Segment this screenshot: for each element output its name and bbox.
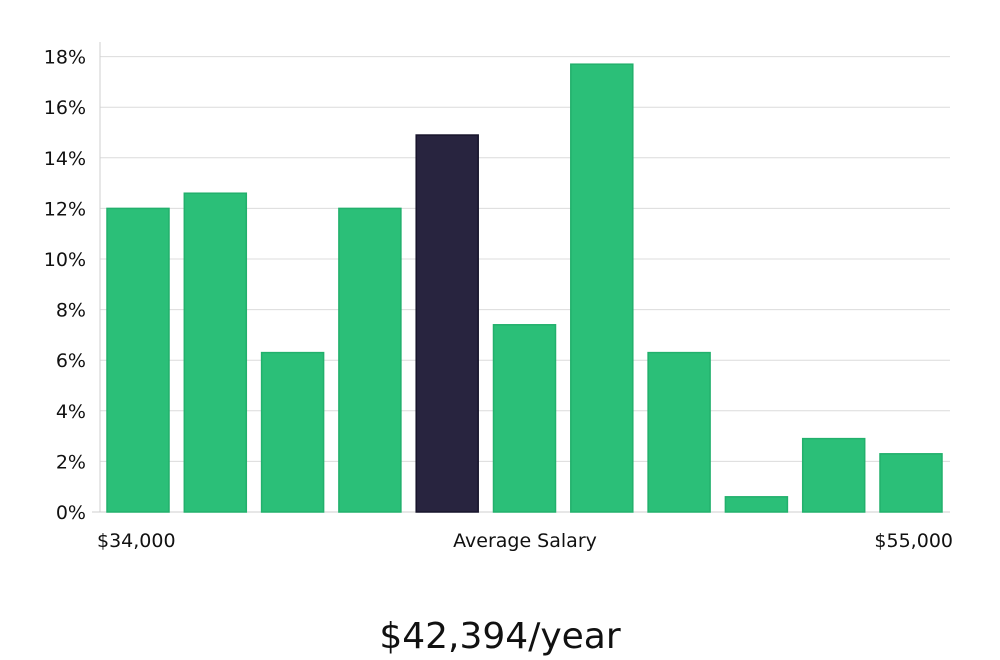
y-tick-label: 14% bbox=[44, 148, 86, 170]
salary-bar bbox=[879, 453, 943, 513]
salary-bar bbox=[260, 351, 325, 513]
salary-bar bbox=[338, 207, 402, 513]
y-tick-label: 12% bbox=[44, 198, 86, 220]
y-tick-label: 2% bbox=[56, 451, 86, 473]
salary-bar bbox=[801, 437, 866, 513]
highlighted-salary-bar bbox=[415, 134, 479, 513]
y-axis-tick-labels: 0% 2% 4% 6% 8% 10% 12% 14% 16% 18% bbox=[44, 47, 86, 524]
salary-bar bbox=[183, 192, 248, 513]
y-tick-label: 8% bbox=[56, 300, 86, 322]
salary-bar bbox=[570, 63, 634, 513]
y-tick-label: 16% bbox=[44, 97, 86, 119]
salary-bar bbox=[724, 496, 789, 513]
salary-bar bbox=[106, 207, 170, 513]
bars bbox=[106, 63, 943, 513]
y-tick-label: 0% bbox=[56, 502, 86, 524]
salary-bar bbox=[647, 351, 711, 513]
y-tick-label: 4% bbox=[56, 401, 86, 423]
x-range-min-label: $34,000 bbox=[97, 530, 176, 552]
y-tick-label: 18% bbox=[44, 47, 86, 69]
y-tick-label: 10% bbox=[44, 249, 86, 271]
y-tick-label: 6% bbox=[56, 350, 86, 372]
average-salary-value: $42,394/year bbox=[379, 616, 621, 657]
x-range-max-label: $55,000 bbox=[874, 530, 953, 552]
salary-bar bbox=[492, 324, 557, 513]
x-axis-label: Average Salary bbox=[453, 530, 597, 552]
